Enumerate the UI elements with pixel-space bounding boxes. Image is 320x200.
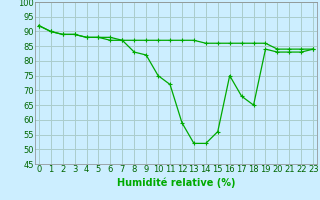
X-axis label: Humidité relative (%): Humidité relative (%) <box>117 177 235 188</box>
